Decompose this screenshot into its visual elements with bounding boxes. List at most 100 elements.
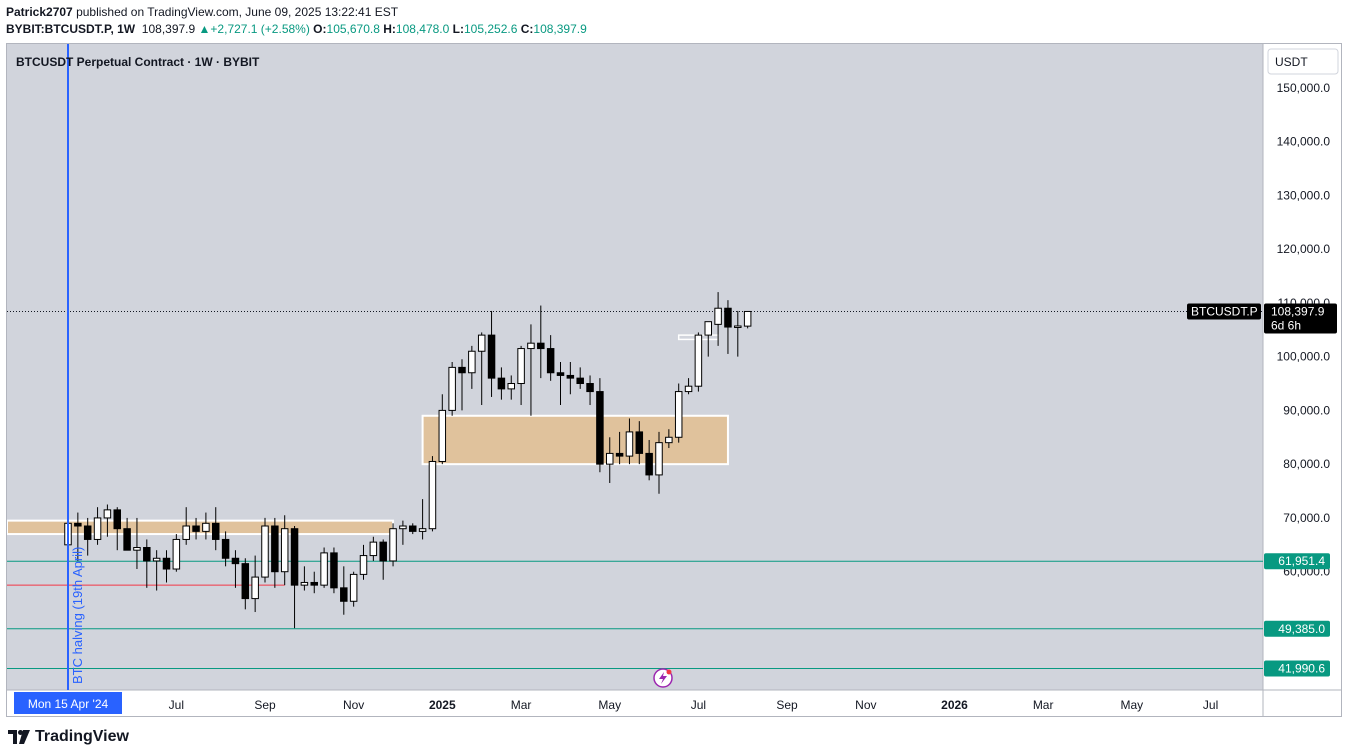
candle-body [497, 377, 506, 390]
publish-text: published on TradingView.com, June 09, 2… [76, 5, 399, 19]
candles-layer [64, 292, 752, 629]
candle-body [458, 366, 466, 374]
price-tick-label: 100,000.0 [1277, 350, 1331, 364]
open-label: O: [313, 22, 327, 36]
candle-body [438, 409, 447, 462]
candle-body [300, 581, 309, 586]
candle-body [655, 442, 663, 476]
last-price-badge [1264, 303, 1337, 334]
candle-body [448, 366, 456, 411]
candle-body [527, 342, 535, 350]
currency-button[interactable]: USDT [1267, 48, 1339, 75]
close-label: C: [520, 22, 534, 36]
up-arrow-icon: ▲ [198, 22, 211, 36]
candle-body [665, 436, 673, 444]
candle-body [221, 538, 230, 559]
price-axis[interactable]: 50,000.060,000.070,000.080,000.090,000.0… [1187, 81, 1337, 677]
candle-body [280, 528, 289, 573]
chart-frame[interactable]: BTC halving (19th April) 50,000.060,000.… [6, 43, 1342, 717]
candle-body [576, 377, 584, 385]
halving-label: BTC halving (19th April) [70, 547, 85, 684]
candle-body [83, 525, 92, 540]
high-value: 108,478.0 [395, 22, 450, 36]
candle-body [192, 525, 200, 532]
low-value: 105,252.6 [463, 22, 518, 36]
brand-name: TradingView [35, 728, 129, 745]
lightning-icon[interactable] [653, 668, 673, 688]
price-tick-label: 120,000.0 [1277, 242, 1331, 256]
candle-body [123, 528, 131, 551]
candle-body [182, 525, 190, 540]
chart-legend: BTCUSDT Perpetual Contract · 1W · BYBIT [16, 55, 260, 69]
high-label: H: [383, 22, 396, 36]
time-tick-label: May [1120, 698, 1143, 712]
tradingview-logo[interactable]: TradingView [8, 728, 129, 746]
symbol-badge-label: BTCUSDT.P [1191, 304, 1258, 318]
candle-body [389, 528, 397, 562]
candle-body [468, 350, 476, 374]
time-tick-label: 2025 [429, 698, 456, 712]
candle-body [162, 557, 171, 570]
zones-layer [7, 334, 729, 536]
last-price: 108,397.9 [141, 22, 196, 36]
symbol-info: BYBIT:BTCUSDT.P, 1W 108,397.9 ▲+2,727.1 … [6, 22, 587, 36]
author-name[interactable]: Patrick2707 [6, 5, 73, 19]
candle-body [271, 525, 279, 573]
candle-body [202, 522, 210, 532]
candle-body [409, 525, 417, 532]
candle-body [635, 431, 644, 454]
candle-body [743, 310, 752, 327]
time-tick-label: Jul [691, 698, 706, 712]
candle-body [241, 563, 250, 600]
candle-body [546, 348, 555, 374]
close-value: 108,397.9 [533, 22, 587, 36]
plot-background[interactable] [7, 44, 1263, 690]
crosshair-date-label: Mon 15 Apr '24 [28, 697, 109, 711]
time-tick-label: Jul [169, 698, 184, 712]
time-tick-label: Nov [343, 698, 364, 712]
level-badge [1264, 553, 1330, 570]
level-badge [1264, 620, 1330, 637]
candle-body [172, 538, 181, 570]
candle-body [556, 372, 565, 376]
crosshair-date-badge [14, 692, 122, 714]
candle-body [103, 509, 112, 519]
candle-body [615, 452, 624, 457]
candle-body [724, 307, 732, 328]
candle-body [428, 460, 437, 530]
candle-body [418, 528, 427, 532]
tradingview-logo-icon [8, 730, 30, 744]
time-tick-label: Jul [1203, 698, 1218, 712]
candle-body [487, 334, 496, 379]
candle-body [477, 334, 486, 352]
price-tick-label: 80,000.0 [1283, 457, 1330, 471]
level-badge-label: 41,990.6 [1278, 662, 1325, 676]
levels-layer [7, 310, 1263, 670]
time-tick-label: Sep [776, 698, 798, 712]
candle-body [379, 541, 387, 562]
candle-body [625, 431, 634, 457]
level-badge-label: 61,951.4 [1278, 554, 1325, 568]
price-tick-label: 90,000.0 [1283, 403, 1330, 417]
candle-body [714, 307, 722, 325]
price-tick-label: 70,000.0 [1283, 511, 1330, 525]
candle-body [507, 383, 515, 390]
candle-body [113, 509, 121, 530]
candle-body [684, 385, 693, 393]
time-tick-label: Mar [1033, 698, 1054, 712]
time-axis[interactable]: Jul Sep Nov 2025 Mar May Jul Sep Nov 2026 Mar May Ju… [14, 692, 1218, 714]
price-tick-label: 150,000.0 [1277, 81, 1331, 95]
publish-info: Patrick2707 published on TradingView.com… [6, 5, 398, 19]
candle-body [369, 541, 378, 557]
symbol-badge [1187, 303, 1261, 320]
candle-body [340, 587, 348, 602]
level-badge-label: 49,385.0 [1278, 622, 1325, 636]
candle-body [734, 325, 742, 328]
candle-body [349, 573, 358, 602]
candle-body [596, 391, 604, 465]
level-badge [1264, 660, 1330, 677]
candle-body [674, 391, 683, 438]
candle-body [261, 525, 269, 578]
candle-body [143, 547, 151, 562]
price-chart[interactable]: BTC halving (19th April) 50,000.060,000.… [7, 44, 1341, 716]
